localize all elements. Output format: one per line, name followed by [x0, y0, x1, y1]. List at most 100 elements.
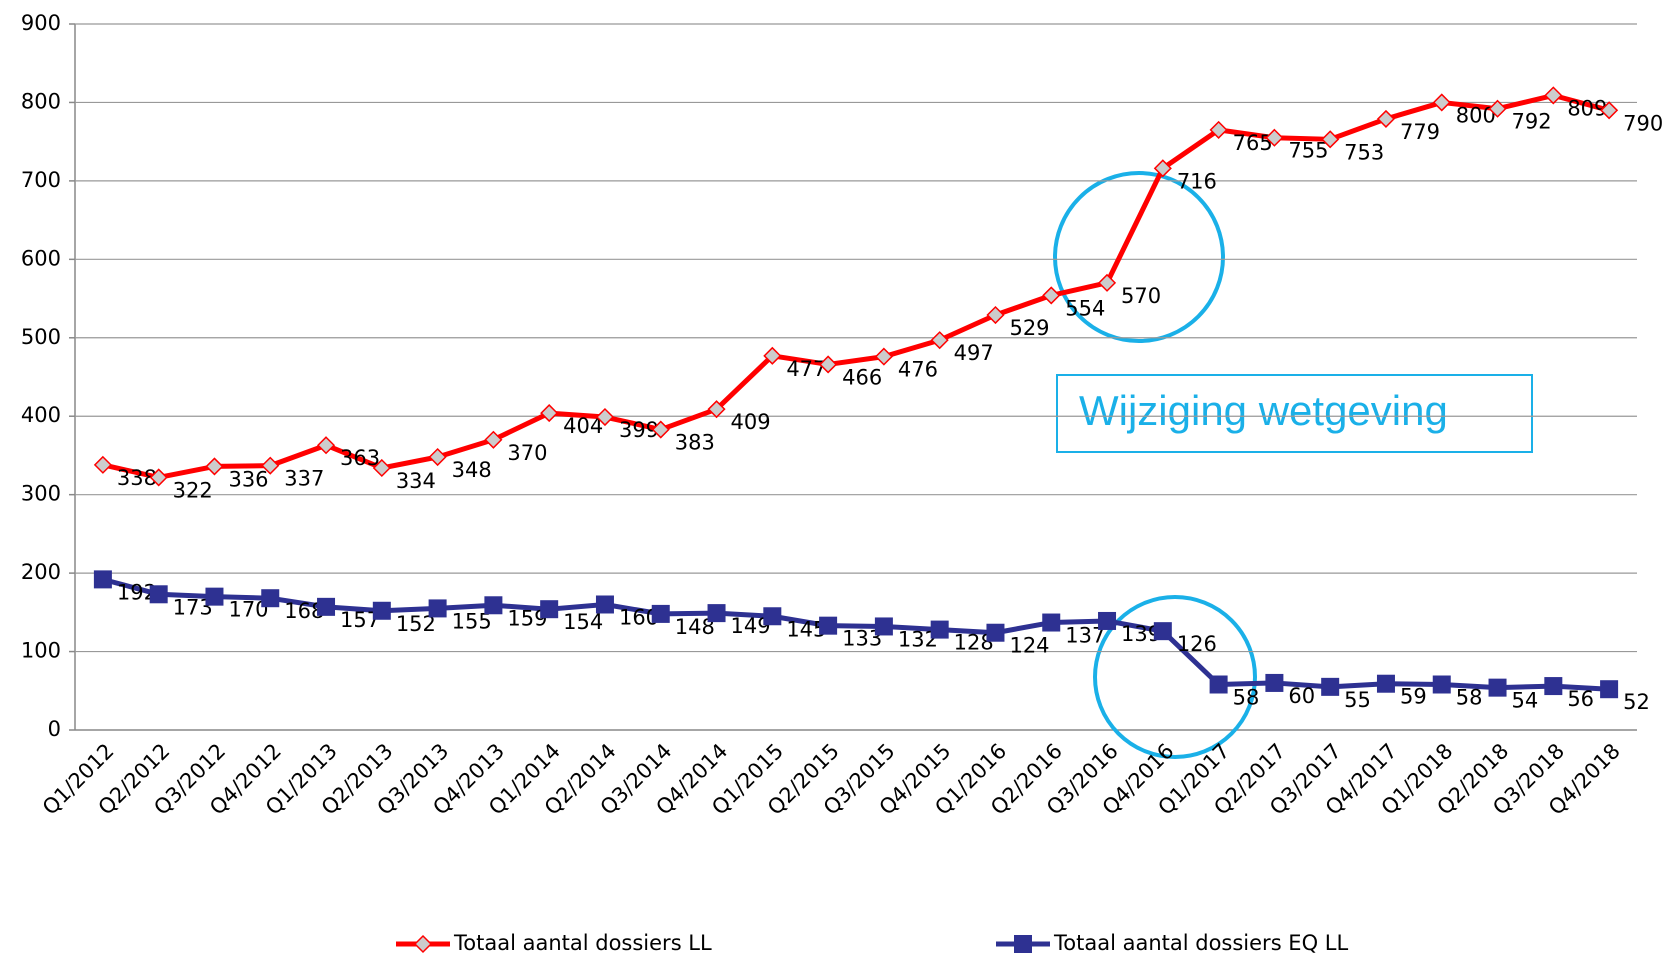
marker — [316, 436, 336, 455]
data-label: 52 — [1623, 690, 1650, 714]
marker — [874, 617, 893, 636]
marker — [93, 455, 112, 474]
y-tick-label: 600 — [21, 246, 61, 270]
data-label: 755 — [1288, 139, 1328, 163]
data-label: 56 — [1567, 687, 1594, 711]
marker — [1600, 101, 1619, 120]
marker — [1321, 677, 1340, 696]
data-label: 58 — [1233, 686, 1260, 710]
data-label: 792 — [1512, 110, 1552, 134]
marker — [1153, 159, 1172, 178]
marker — [1209, 120, 1228, 139]
marker — [707, 604, 726, 623]
y-tick-label: 400 — [21, 403, 61, 427]
marker — [819, 616, 838, 635]
y-tick-label: 800 — [21, 89, 61, 113]
marker — [1432, 93, 1451, 112]
data-label: 779 — [1400, 120, 1440, 144]
data-label: 154 — [563, 610, 603, 634]
legend-label: Totaal aantal dossiers EQ LL — [1053, 931, 1348, 955]
data-label: 60 — [1288, 684, 1315, 708]
data-label: 383 — [675, 431, 715, 455]
data-label: 790 — [1623, 111, 1663, 135]
marker — [651, 420, 670, 439]
data-label: 477 — [786, 357, 826, 381]
data-label: 363 — [340, 446, 380, 470]
legend-label: Totaal aantal dossiers LL — [453, 931, 712, 955]
marker — [1265, 673, 1284, 692]
marker — [149, 468, 168, 487]
legend-marker — [1014, 935, 1032, 953]
marker — [372, 601, 391, 620]
marker — [930, 620, 949, 639]
series-line — [102, 576, 1610, 692]
marker — [149, 585, 168, 604]
marker — [372, 458, 391, 478]
marker — [763, 346, 782, 365]
y-tick-label: 500 — [21, 325, 61, 349]
marker — [1042, 286, 1061, 305]
data-label: 124 — [1009, 634, 1049, 658]
data-label: 337 — [284, 467, 324, 491]
marker — [1544, 86, 1563, 105]
marker — [986, 623, 1005, 642]
marker — [1321, 130, 1340, 149]
data-label: 59 — [1400, 685, 1427, 709]
y-tick-label: 0 — [48, 717, 61, 741]
annotation: Wijziging wetgeving — [1079, 387, 1448, 434]
data-label: 753 — [1344, 140, 1384, 164]
y-tick-label: 300 — [21, 482, 61, 506]
data-label: 54 — [1512, 689, 1539, 713]
marker — [1098, 611, 1117, 630]
series-line — [102, 92, 1610, 480]
data-label: 404 — [563, 414, 603, 438]
marker — [205, 587, 224, 606]
marker — [1488, 678, 1507, 697]
data-label: 126 — [1177, 632, 1217, 656]
marker — [874, 347, 893, 366]
marker — [261, 589, 280, 608]
data-label: 800 — [1456, 103, 1496, 127]
data-label: 476 — [898, 358, 938, 382]
marker — [651, 604, 670, 623]
data-label: 334 — [396, 469, 436, 493]
marker — [1042, 613, 1061, 632]
marker — [317, 597, 336, 616]
marker — [1600, 680, 1619, 699]
marker — [986, 305, 1005, 325]
y-tick-label: 200 — [21, 560, 61, 584]
data-label: 529 — [1009, 316, 1049, 340]
marker — [205, 457, 224, 476]
marker — [484, 430, 503, 449]
data-label: 466 — [842, 365, 882, 389]
data-label: 348 — [452, 458, 492, 482]
marker — [819, 355, 838, 374]
highlight-circle — [1053, 171, 1225, 343]
marker — [1376, 674, 1395, 693]
marker — [428, 599, 447, 618]
marker — [1153, 622, 1172, 641]
data-label: 58 — [1456, 686, 1483, 710]
marker — [1097, 273, 1117, 292]
annotation-box — [1056, 374, 1533, 453]
y-tick-label: 700 — [21, 168, 61, 192]
data-label: 409 — [731, 410, 771, 434]
marker — [1544, 677, 1563, 696]
marker — [484, 596, 503, 615]
marker — [707, 400, 726, 419]
marker — [93, 570, 112, 589]
data-label: 716 — [1177, 169, 1217, 193]
marker — [540, 600, 559, 619]
marker — [1376, 109, 1396, 128]
data-label: 570 — [1121, 284, 1161, 308]
marker — [1488, 99, 1507, 118]
marker — [1209, 675, 1228, 694]
marker — [261, 456, 280, 475]
data-label: 497 — [954, 341, 994, 365]
data-label: 336 — [228, 467, 268, 491]
marker — [540, 404, 559, 423]
y-tick-label: 100 — [21, 639, 61, 663]
highlight-circle — [1093, 595, 1257, 759]
data-label: 55 — [1344, 688, 1371, 712]
